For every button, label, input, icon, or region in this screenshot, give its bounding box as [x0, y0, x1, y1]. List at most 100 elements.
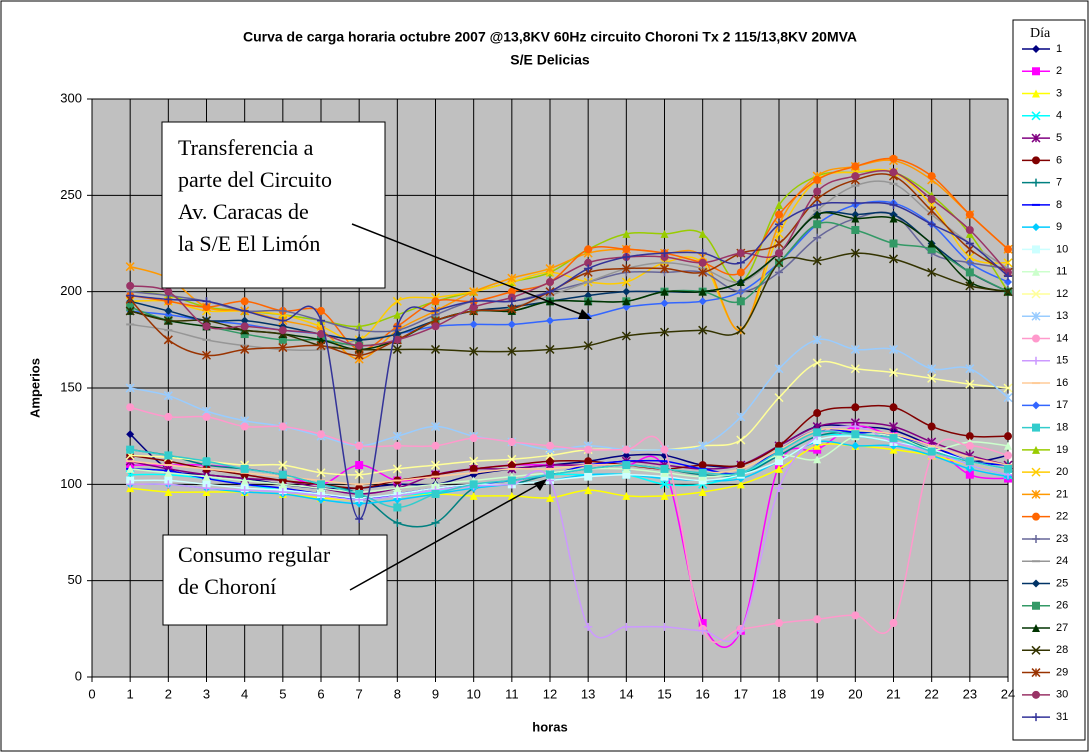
- marker: [240, 297, 249, 306]
- marker: [469, 297, 478, 306]
- marker: [622, 229, 631, 238]
- marker: [469, 303, 478, 312]
- marker: [622, 245, 631, 254]
- marker: [583, 341, 593, 351]
- marker: [202, 457, 211, 466]
- marker: [431, 480, 440, 489]
- marker: [240, 322, 249, 331]
- marker: [850, 248, 860, 258]
- marker: [813, 233, 822, 242]
- series: [126, 428, 1012, 512]
- marker: [240, 486, 249, 495]
- marker: [775, 447, 783, 456]
- marker: [774, 258, 784, 268]
- marker: [775, 200, 783, 209]
- marker: [355, 326, 364, 335]
- x-tick-label: 7: [356, 686, 363, 701]
- marker: [431, 322, 440, 331]
- annotation-text: de Choroní: [178, 574, 276, 599]
- marker: [851, 162, 860, 171]
- marker: [927, 220, 936, 229]
- marker: [927, 206, 937, 216]
- y-axis-label: Amperios: [27, 358, 42, 418]
- marker: [622, 297, 631, 306]
- legend-marker: [1032, 579, 1040, 588]
- marker: [965, 432, 974, 441]
- marker: [851, 226, 860, 235]
- legend-marker: [1032, 89, 1040, 98]
- marker: [164, 295, 173, 304]
- annotation-box: [162, 534, 388, 626]
- marker: [622, 445, 631, 454]
- marker: [965, 441, 974, 450]
- marker: [316, 468, 326, 478]
- marker: [164, 287, 173, 296]
- marker: [355, 441, 364, 450]
- legend-marker: [1032, 45, 1040, 53]
- marker: [927, 422, 936, 431]
- legend-label: 13: [1056, 310, 1068, 322]
- marker: [392, 431, 402, 441]
- marker: [660, 299, 669, 308]
- marker: [278, 343, 288, 353]
- legend-label: 14: [1056, 332, 1068, 344]
- x-tick-label: 2: [165, 686, 172, 701]
- x-axis-label: horas: [532, 719, 567, 734]
- marker: [775, 249, 783, 258]
- legend-marker: [1032, 334, 1040, 343]
- marker: [659, 327, 670, 337]
- x-tick-label: 22: [924, 686, 938, 701]
- marker: [813, 428, 822, 437]
- annotation-box: [161, 121, 386, 289]
- marker: [965, 210, 974, 219]
- marker: [851, 172, 860, 181]
- marker: [813, 409, 822, 418]
- legend-label: 12: [1056, 288, 1068, 300]
- marker: [813, 615, 822, 624]
- arrow-head: [534, 479, 547, 491]
- marker: [965, 379, 975, 389]
- marker: [316, 341, 326, 351]
- marker: [927, 245, 936, 254]
- marker: [774, 238, 784, 249]
- legend-title: Día: [1030, 26, 1051, 41]
- marker: [775, 464, 783, 473]
- marker: [888, 344, 899, 354]
- legend-label: 15: [1056, 355, 1068, 367]
- marker: [622, 287, 631, 296]
- marker: [317, 330, 325, 339]
- marker: [889, 434, 898, 443]
- marker: [393, 322, 402, 331]
- legend-marker: [1031, 645, 1041, 655]
- marker: [201, 316, 212, 326]
- marker: [813, 455, 822, 464]
- annotation-text: Av. Caracas de: [178, 199, 309, 224]
- marker: [660, 491, 669, 500]
- marker: [125, 383, 135, 393]
- x-tick-label: 19: [810, 686, 824, 701]
- legend-label: 4: [1056, 110, 1062, 122]
- marker: [278, 488, 287, 497]
- legend-marker: [1031, 489, 1041, 499]
- x-tick-label: 6: [317, 686, 324, 701]
- marker: [736, 278, 745, 287]
- marker: [125, 306, 135, 316]
- x-tick-label: 14: [619, 686, 633, 701]
- marker: [698, 287, 707, 296]
- series: [126, 403, 1012, 644]
- marker: [393, 503, 402, 512]
- legend-label: 9: [1056, 221, 1062, 233]
- legend-label: 7: [1056, 177, 1062, 189]
- marker: [889, 214, 898, 223]
- marker: [202, 322, 211, 331]
- marker: [126, 430, 135, 439]
- series-line: [130, 360, 1009, 476]
- marker: [736, 626, 745, 635]
- marker: [698, 441, 708, 451]
- marker: [278, 470, 287, 479]
- chart-subtitle: S/E Delicias: [510, 52, 590, 68]
- legend-label: 24: [1056, 555, 1068, 567]
- legend-label: 30: [1056, 689, 1068, 701]
- marker: [126, 281, 135, 290]
